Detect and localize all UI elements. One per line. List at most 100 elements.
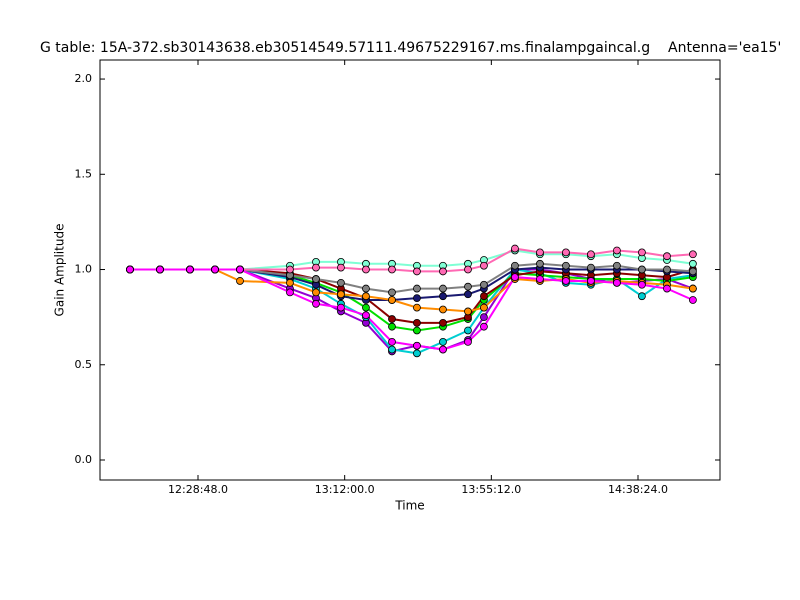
data-point [388,345,396,354]
data-point [439,267,447,276]
data-point [536,275,544,283]
data-point [312,275,320,283]
data-point [638,292,646,301]
data-point [688,267,697,276]
data-point [638,248,646,257]
data-point [688,250,697,259]
data-point [211,265,219,274]
data-point [413,284,421,293]
data-point [688,259,697,268]
data-point [413,326,421,335]
data-point [587,250,595,259]
x-tick-label: 14:38:24.0 [608,483,668,496]
data-point [439,345,447,354]
data-point [439,292,447,301]
data-point [480,280,488,289]
antenna-label: Antenna='ea15' [668,40,781,56]
data-point [312,263,320,272]
data-point [286,278,294,287]
data-point [337,278,345,287]
data-point [638,265,646,274]
plot-area [126,244,697,358]
data-point [511,261,519,270]
data-point [362,292,370,301]
data-point [439,284,447,293]
data-point [663,265,671,274]
y-axis-label: Gain Amplitude [53,224,67,317]
data-point [464,265,472,274]
data-point [480,292,488,301]
y-tick-label: 0.0 [75,453,93,466]
data-point [126,265,134,274]
data-point [536,248,544,257]
data-point [480,313,488,322]
data-point [337,290,345,299]
data-point [688,284,697,293]
data-point [511,273,519,282]
data-point [286,288,294,297]
data-point [464,290,472,299]
data-point [413,294,421,302]
data-point [464,338,472,346]
data-point [286,265,294,274]
data-point [480,261,488,270]
data-point [562,277,570,285]
data-point [439,305,447,314]
data-point [464,307,472,316]
data-point [236,265,244,274]
data-point [312,299,320,308]
data-point [362,265,370,274]
data-point [663,284,671,293]
y-tick-label: 0.5 [75,358,93,371]
data-point [362,303,370,312]
data-point [562,248,570,257]
data-point [638,280,646,289]
data-point [388,338,396,346]
data-point [413,303,421,312]
data-point [413,349,421,358]
data-point [464,326,472,335]
data-point [587,263,595,272]
data-point [480,303,488,312]
data-point [413,318,421,327]
data-point [688,296,697,304]
data-point [388,288,396,297]
data-point [663,252,671,261]
data-point [362,311,370,320]
data-point [362,284,370,293]
data-point [613,278,621,287]
data-point [312,288,320,297]
y-tick-label: 2.0 [75,72,93,85]
y-tick-label: 1.0 [75,263,93,276]
data-point [413,267,421,276]
data-point [562,261,570,270]
data-point [464,282,472,291]
x-axis-label: Time [394,499,424,513]
data-point [337,303,345,312]
x-tick-label: 13:55:12.0 [461,483,521,496]
data-point [439,318,447,327]
data-point [236,277,244,285]
series-line [130,268,694,351]
data-point [587,277,595,285]
data-point [536,259,544,268]
data-point [388,315,396,323]
data-point [613,261,621,270]
data-point [480,322,488,331]
data-point [156,265,164,274]
data-point [413,341,421,350]
data-point [337,263,345,272]
data-point [388,296,396,304]
chart-title: G table: 15A-372.sb30143638.eb30514549.5… [40,40,650,56]
data-point [613,246,621,255]
data-point [186,265,194,274]
data-point [439,338,447,346]
y-tick-label: 1.5 [75,167,93,180]
x-tick-label: 13:12:00.0 [315,483,375,496]
x-tick-label: 12:28:48.0 [168,483,228,496]
data-point [511,244,519,253]
data-point [388,322,396,331]
data-point [388,265,396,274]
